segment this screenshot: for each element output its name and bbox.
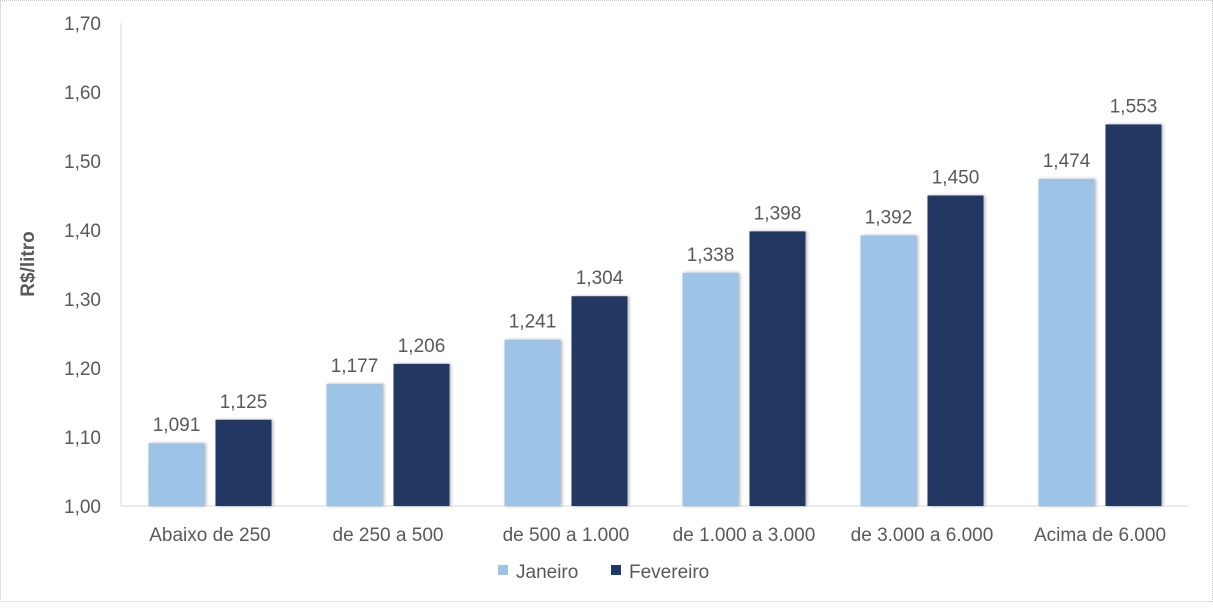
bar-janeiro (326, 383, 383, 506)
data-label: 1,392 (865, 208, 913, 229)
data-label: 1,125 (220, 392, 268, 413)
y-tick-label: 1,00 (64, 497, 101, 518)
x-tick-label: Acima de 6.000 (1034, 525, 1166, 546)
bar-janeiro (682, 272, 739, 506)
y-tick-label: 1,30 (64, 290, 101, 311)
bar-janeiro (1038, 178, 1095, 506)
bar-fevereiro (393, 363, 450, 506)
x-tick-label: de 500 a 1.000 (503, 525, 630, 546)
bar-janeiro (860, 235, 917, 506)
bar-fevereiro (749, 231, 806, 506)
data-label: 1,338 (687, 245, 735, 266)
data-label: 1,206 (398, 336, 446, 357)
x-tick-label: de 1.000 a 3.000 (673, 525, 816, 546)
data-label: 1,553 (1110, 96, 1158, 117)
y-tick-label: 1,70 (64, 14, 101, 35)
y-tick-label: 1,20 (64, 359, 101, 380)
data-label: 1,474 (1043, 151, 1091, 172)
bar-janeiro (504, 339, 561, 506)
data-label: 1,091 (153, 415, 201, 436)
legend-label: Fevereiro (629, 562, 709, 583)
bar-fevereiro (571, 296, 628, 506)
bar-janeiro (148, 443, 205, 506)
y-tick-label: 1,60 (64, 83, 101, 104)
legend-label: Janeiro (516, 562, 578, 583)
y-tick-label: 1,40 (64, 221, 101, 242)
y-tick-label: 1,50 (64, 152, 101, 173)
y-tick-label: 1,10 (64, 428, 101, 449)
legend-swatch-janeiro (498, 565, 508, 575)
x-tick-label: Abaixo de 250 (149, 525, 271, 546)
data-label: 1,398 (754, 203, 802, 224)
x-tick-label: de 250 a 500 (333, 525, 444, 546)
data-label: 1,177 (331, 356, 379, 377)
x-tick-label: de 3.000 a 6.000 (851, 525, 994, 546)
bar-fevereiro (1105, 124, 1162, 507)
data-label: 1,304 (576, 268, 624, 289)
y-axis-title: R$/litro (18, 231, 39, 296)
bar-fevereiro (215, 419, 272, 506)
bar-fevereiro (927, 195, 984, 506)
data-label: 1,241 (509, 312, 557, 333)
legend-swatch-fevereiro (611, 565, 621, 575)
data-label: 1,450 (932, 168, 980, 189)
